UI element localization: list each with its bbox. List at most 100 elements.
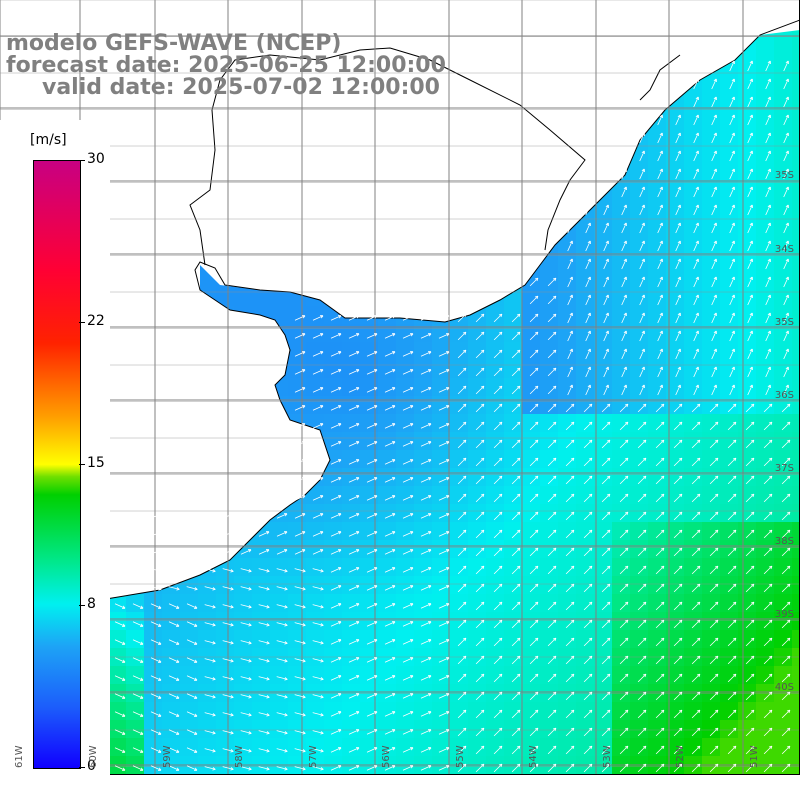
wind-arrow-head xyxy=(605,348,609,352)
wind-speed-cell xyxy=(252,720,270,738)
wind-arrow-head xyxy=(266,531,270,535)
wind-arrow-head xyxy=(680,637,683,642)
wind-arrow-head xyxy=(732,655,737,658)
wind-arrow-head xyxy=(338,387,342,391)
wind-speed-cell xyxy=(612,306,630,324)
wind-arrow-head xyxy=(716,493,719,498)
wind-arrow-head xyxy=(713,348,717,352)
wind-speed-cell xyxy=(486,306,504,324)
wind-arrow-head xyxy=(750,583,755,586)
wind-arrow xyxy=(619,565,629,575)
wind-arrow xyxy=(384,351,396,357)
wind-arrow-head xyxy=(644,601,647,606)
wind-speed-cell xyxy=(432,486,450,504)
wind-arrow xyxy=(781,403,791,413)
wind-arrow-head xyxy=(680,475,683,480)
wind-speed-cell xyxy=(792,594,799,612)
wind-arrow xyxy=(547,565,557,575)
wind-speed-cell xyxy=(792,108,799,126)
wind-arrow-head xyxy=(570,403,575,406)
wind-arrow-head xyxy=(624,475,629,478)
wind-arrow xyxy=(420,351,432,357)
wind-arrows xyxy=(6,60,791,773)
wind-arrow-head xyxy=(714,709,719,712)
wind-arrow-head xyxy=(158,713,162,717)
wind-speed-cell xyxy=(756,360,774,378)
wind-arrow xyxy=(384,441,396,447)
wind-speed-cell xyxy=(306,504,324,522)
wind-arrow-head xyxy=(678,655,683,658)
wind-arrow-head xyxy=(410,315,414,319)
wind-speed-cell xyxy=(396,774,414,775)
wind-arrow xyxy=(639,294,645,306)
wind-speed-cell xyxy=(792,144,799,162)
wind-arrow-head xyxy=(320,315,324,319)
wind-arrow xyxy=(330,693,342,699)
wind-arrow-head xyxy=(626,673,629,678)
wind-speed-cell xyxy=(414,432,432,450)
wind-arrow xyxy=(420,657,432,663)
wind-speed-cell xyxy=(216,576,234,594)
wind-speed-cell xyxy=(594,774,612,775)
wind-speed-cell xyxy=(504,576,522,594)
wind-arrow-head xyxy=(374,621,378,625)
wind-arrow-head xyxy=(516,547,521,550)
wind-arrow xyxy=(601,493,611,503)
wind-speed-cell xyxy=(342,540,360,558)
wind-speed-cell xyxy=(288,738,306,756)
wind-speed-cell xyxy=(450,738,468,756)
wind-speed-cell xyxy=(360,342,378,360)
wind-arrow xyxy=(438,675,450,681)
wind-arrow xyxy=(567,240,573,252)
wind-arrow-head xyxy=(462,313,467,316)
wind-arrow-head xyxy=(572,529,575,534)
wind-arrow xyxy=(475,709,485,719)
wind-arrow xyxy=(457,331,467,341)
wind-arrow-head xyxy=(659,240,663,244)
wind-speed-cell xyxy=(306,612,324,630)
wind-arrow-head xyxy=(552,331,557,334)
wind-arrow xyxy=(693,330,699,342)
wind-speed-cell xyxy=(504,594,522,612)
wind-arrow-head xyxy=(410,549,414,553)
wind-arrow-head xyxy=(176,589,180,591)
wind-arrow-head xyxy=(716,547,719,552)
wind-speed-cell xyxy=(414,414,432,432)
wind-speed-cell xyxy=(540,630,558,648)
wind-speed-cell xyxy=(774,54,792,72)
wind-arrow-head xyxy=(569,258,573,262)
wind-arrow xyxy=(475,565,485,575)
wind-arrow-head xyxy=(698,565,701,570)
wind-arrow-head xyxy=(140,513,144,517)
wind-arrow-head xyxy=(587,204,591,208)
wind-arrow xyxy=(621,258,627,270)
wind-arrow xyxy=(312,333,324,339)
wind-arrow-head xyxy=(518,565,521,570)
wind-arrow-head xyxy=(518,457,521,462)
wind-arrow-head xyxy=(750,619,755,622)
wind-arrow xyxy=(673,529,683,539)
wind-arrow-head xyxy=(642,565,647,568)
wind-arrow xyxy=(493,331,503,341)
wind-arrow xyxy=(547,475,557,485)
wind-arrow-head xyxy=(536,493,539,498)
wind-speed-cell xyxy=(558,702,576,720)
wind-speed-cell xyxy=(720,252,738,270)
wind-arrow xyxy=(693,204,699,216)
wind-arrow xyxy=(348,459,360,465)
wind-arrow xyxy=(781,421,791,431)
wind-arrow-head xyxy=(569,348,573,352)
wind-speed-cell xyxy=(684,738,702,756)
wind-arrow-head xyxy=(588,457,593,460)
wind-arrow-head xyxy=(606,421,611,424)
wind-arrow-head xyxy=(786,619,791,622)
wind-speed-cell xyxy=(648,684,666,702)
wind-arrow-head xyxy=(302,513,306,517)
wind-arrow-head xyxy=(554,475,557,480)
wind-arrow-head xyxy=(534,421,539,424)
wind-arrow xyxy=(475,385,485,395)
wind-arrow xyxy=(637,457,647,467)
wind-arrow-head xyxy=(428,693,432,697)
wind-arrow-head xyxy=(623,276,627,280)
wind-speed-cell xyxy=(702,360,720,378)
